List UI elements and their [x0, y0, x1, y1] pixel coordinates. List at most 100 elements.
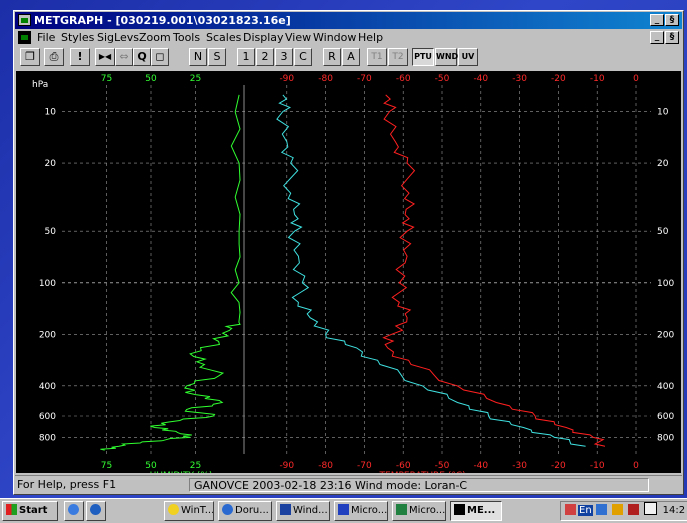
series-line-dewpoint	[276, 94, 586, 447]
chart-svg: 10 10 20 20 50 50 100 100 200 200 400 400 600 600 800 8…	[32, 74, 674, 481]
tray-clock: 14:2	[662, 505, 686, 516]
temp-bottom-tick--50: -50	[435, 461, 450, 471]
right-tick-800: 800	[657, 433, 674, 443]
hum-top-tick-25: 25	[190, 74, 201, 84]
menu-zoom[interactable]: Zoom	[139, 31, 171, 44]
task-wint[interactable]: WinT...	[164, 501, 214, 521]
status-bar: For Help, press F1 GANOVCE 2003-02-18 23…	[15, 475, 682, 494]
left-tick-200: 200	[39, 330, 56, 340]
menu-view[interactable]: View	[285, 31, 312, 44]
quicklaunch-ie-icon[interactable]	[64, 501, 84, 521]
temp-top-tick--20: -20	[551, 74, 566, 84]
right-tick-10: 10	[657, 108, 669, 118]
left-tick-400: 400	[39, 382, 56, 392]
hum-bottom-tick-25: 25	[190, 461, 201, 471]
right-tick-50: 50	[657, 227, 669, 237]
document-icon[interactable]	[18, 31, 31, 44]
t1-button[interactable]: T1	[367, 48, 387, 66]
restore-button[interactable]: §	[665, 14, 679, 26]
menu-display[interactable]: Display	[243, 31, 284, 44]
y-axis-label: hPa	[32, 80, 48, 90]
temp-bottom-tick-0: 0	[633, 461, 639, 471]
tray-language[interactable]: En	[578, 505, 593, 516]
temp-top-tick--40: -40	[473, 74, 488, 84]
task-micro-word[interactable]: Micro...	[334, 501, 388, 521]
level-2-button[interactable]: 2	[256, 48, 274, 66]
left-tick-10: 10	[45, 108, 57, 118]
series-line-temperature	[382, 94, 606, 447]
tray-calendar-icon[interactable]	[644, 502, 658, 515]
t2-button[interactable]: T2	[388, 48, 408, 66]
ptu-button[interactable]: PTU	[412, 48, 434, 66]
temp-bottom-tick--60: -60	[396, 461, 411, 471]
temp-bottom-tick--30: -30	[512, 461, 527, 471]
temp-bottom-tick--80: -80	[318, 461, 333, 471]
hum-top-tick-75: 75	[101, 74, 112, 84]
s-button[interactable]: S	[208, 48, 226, 66]
speaker-icon[interactable]	[612, 504, 624, 515]
humidity-axis-label: HUMIDITY (%)	[150, 471, 213, 473]
menu-styles[interactable]: Styles	[61, 31, 95, 44]
r-button[interactable]: R	[323, 48, 341, 66]
status-station: GANOVCE 2003-02-18 23:16 Wind mode: Lora…	[189, 478, 649, 492]
temp-bottom-tick--70: -70	[357, 461, 372, 471]
temp-top-tick--10: -10	[590, 74, 605, 84]
wnd-button[interactable]: WND	[435, 48, 458, 66]
tray-antivirus-icon[interactable]	[628, 504, 640, 515]
title-bar: METGRAPH - [030219.001\03021823.16e] _ §	[15, 12, 682, 29]
temperature-axis-label: TEMPERATURE (°C)	[379, 471, 466, 473]
zoom-icon[interactable]: Q	[133, 48, 151, 66]
right-tick-100: 100	[657, 279, 674, 289]
move-icon[interactable]: ⇔	[115, 48, 133, 66]
temp-top-tick-0: 0	[633, 74, 639, 84]
tray-app-icon[interactable]	[595, 504, 607, 515]
task-wind[interactable]: Wind...	[276, 501, 330, 521]
menu-file[interactable]: File	[37, 31, 56, 44]
temp-bottom-tick--40: -40	[473, 461, 488, 471]
task-micro-excel[interactable]: Micro...	[392, 501, 446, 521]
open-icon[interactable]: ❐	[20, 48, 40, 66]
tray-network-icon[interactable]	[565, 504, 576, 515]
left-tick-600: 600	[39, 412, 56, 422]
a-button[interactable]: A	[342, 48, 360, 66]
task-metgraph[interactable]: ME...	[450, 501, 502, 521]
menu-scales[interactable]: Scales	[206, 31, 242, 44]
left-tick-800: 800	[39, 433, 56, 443]
menu-tools[interactable]: Tools	[173, 31, 201, 44]
left-tick-100: 100	[39, 279, 56, 289]
temp-top-tick--80: -80	[318, 74, 333, 84]
temp-top-tick--30: -30	[512, 74, 527, 84]
level-3-button[interactable]: 3	[275, 48, 293, 66]
minimize-button[interactable]: _	[650, 14, 664, 26]
hum-bottom-tick-75: 75	[101, 461, 112, 471]
status-help: For Help, press F1	[17, 478, 117, 491]
temp-bottom-tick--20: -20	[551, 461, 566, 471]
level-1-button[interactable]: 1	[237, 48, 255, 66]
uv-button[interactable]: UV	[458, 48, 478, 66]
fit-icon[interactable]: ▶◀	[95, 48, 115, 66]
start-label: Start	[19, 505, 48, 516]
hum-top-tick-50: 50	[145, 74, 157, 84]
hum-bottom-tick-50: 50	[145, 461, 157, 471]
task-doru[interactable]: Doru...	[218, 501, 272, 521]
menu-help[interactable]: Help	[358, 31, 384, 44]
menu-window[interactable]: Window	[313, 31, 357, 44]
quicklaunch-ie2-icon[interactable]	[86, 501, 106, 521]
child-restore-button[interactable]: §	[665, 31, 679, 44]
print-icon[interactable]: ⎙	[44, 48, 64, 66]
right-tick-600: 600	[657, 412, 674, 422]
exclamation-icon[interactable]: !	[70, 48, 90, 66]
series-line-humidity	[100, 94, 241, 451]
c-button[interactable]: C	[294, 48, 312, 66]
temp-bottom-tick--90: -90	[279, 461, 294, 471]
child-minimize-button[interactable]: _	[650, 31, 664, 44]
start-button[interactable]: Start	[2, 501, 58, 521]
temp-top-tick--60: -60	[396, 74, 411, 84]
n-button[interactable]: N	[189, 48, 207, 66]
sounding-chart[interactable]: 10 10 20 20 50 50 100 100 200 200 400 400 600 600 800 8…	[16, 71, 681, 481]
left-tick-50: 50	[45, 227, 57, 237]
temp-top-tick--90: -90	[279, 74, 294, 84]
window-title: METGRAPH - [030219.001\03021823.16e]	[34, 14, 291, 27]
select-icon[interactable]: ◻	[151, 48, 169, 66]
menu-siglevs[interactable]: SigLevs	[97, 31, 139, 44]
